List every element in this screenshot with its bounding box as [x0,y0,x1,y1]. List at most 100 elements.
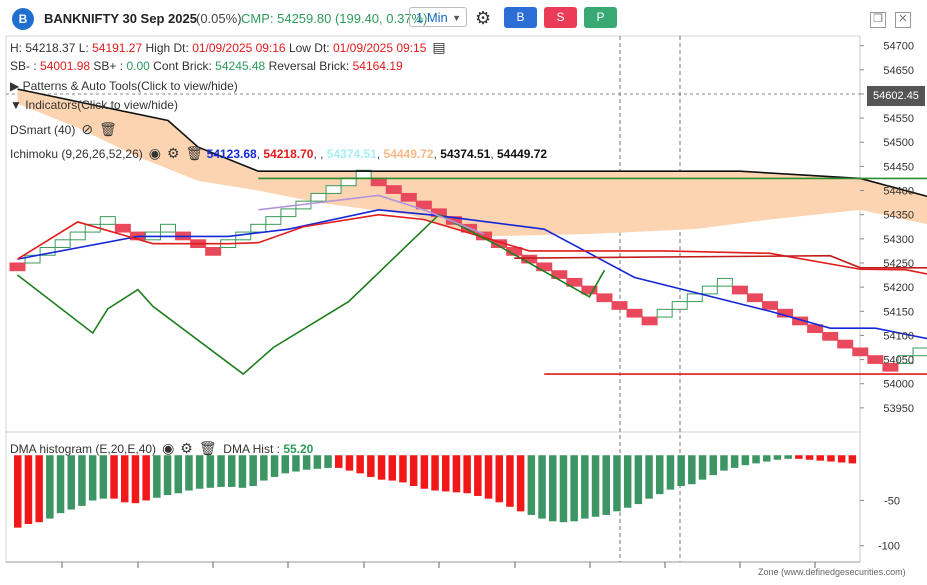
renko-brick-down [385,185,402,194]
dma-hist-bar [538,455,546,519]
renko-brick-down [536,262,553,272]
patterns-toggle[interactable]: ▶ Patterns & Auto Tools(Click to view/hi… [10,79,238,93]
renko-brick-up [686,293,703,303]
cloud-lower-edge-line [514,254,927,269]
dma-hist-bar [110,455,118,499]
renko-brick-up [701,285,718,295]
sb-minus-value: 54001.98 [40,59,91,73]
price-tick-label: 54400 [883,186,914,198]
app-logo: B [12,8,34,30]
dma-hist-bar [720,455,728,471]
renko-brick-down [566,277,583,287]
dma-hist-bar [131,455,140,504]
renko-brick-down [611,301,628,310]
trash-icon[interactable]: 🗑 [185,145,204,161]
renko-brick-up [656,308,673,318]
dma-hist-bar [837,455,846,463]
dma-hist-bar [78,455,86,506]
dma-hist-bar [399,455,407,483]
ichimoku-label: Ichimoku (9,26,26,52,26) [10,147,143,161]
hist-tick-label: -100 [878,541,900,553]
eye-hidden-icon[interactable]: ⊘ [81,121,94,137]
dma-hist-bar [602,455,610,515]
patterns-label: Patterns & Auto Tools(Click to view/hide… [22,79,238,93]
header-bar: B BANKNIFTY 30 Sep 2025 (0.05%) CMP: 542… [0,0,927,36]
dma-hist-bar [335,455,343,468]
eye-icon[interactable]: ◉ [148,145,161,161]
price-tick-label: 53950 [883,403,914,415]
renko-brick-down [867,355,884,364]
renko-brick-up [671,301,688,310]
caret-right-icon: ▶ [10,79,23,93]
price-tick-label: 54150 [883,306,914,318]
dma-hist-bar [228,455,236,487]
renko-brick-up [280,208,297,218]
dma-hist-bar [153,455,161,498]
renko-brick-up [24,254,41,264]
dma-hist-bar [35,455,43,523]
close-window-icon[interactable]: ✕ [895,12,911,28]
renko-brick-down [852,347,869,357]
eye-icon[interactable]: ◉ [162,440,175,456]
renko-brick-up [69,231,86,241]
dma-hist-value: 55.20 [283,442,314,456]
renko-brick-down [807,324,824,334]
dma-hist-bar [709,455,717,476]
gear-icon[interactable]: ⚙ [180,440,193,456]
price-tick-label: 54500 [883,137,914,149]
timeframe-select[interactable]: 1 Min ▼ [409,7,467,27]
price-tick-label: 54650 [883,65,914,77]
sell-button[interactable]: S [544,7,577,28]
dma-hist-bar [67,455,75,510]
renko-brick-down [400,192,417,202]
position-button[interactable]: P [584,7,617,28]
symbol-title: BANKNIFTY 30 Sep 2025 [44,11,197,26]
ichimoku-chikou: , [320,147,327,161]
renko-brick-down [746,293,763,303]
dma-hist-bar [784,455,792,459]
cloud-a-line [17,88,927,198]
dma-hist-bar [99,455,108,499]
trash-icon[interactable]: 🗑 [198,440,217,456]
ichimoku-row: Ichimoku (9,26,26,52,26) ◉ ⚙ 🗑 54123.68, 54… [10,145,548,161]
dma-hist-bar [302,455,311,470]
buy-button[interactable]: B [504,7,537,28]
l-value: 54191.27 [92,41,143,55]
dma-hist-bar [816,455,824,461]
price-tick-label: 54100 [883,330,914,342]
price-tick-label: 54700 [883,41,914,53]
renko-brick-down [882,362,899,372]
price-tick-label: 54250 [883,258,914,270]
dma-hist-bar [773,455,782,460]
gear-icon[interactable]: ⚙ [475,8,492,28]
trash-icon[interactable]: 🗑 [99,121,117,137]
change-percent: (0.05%) [196,11,242,26]
low-dt-value: 01/09/2025 09:15 [332,41,427,55]
renko-brick-up [912,347,927,357]
dma-hist-bar [367,455,375,477]
renko-brick-down [731,285,748,295]
dma-hist-bar [46,455,54,519]
renko-brick-down [581,285,598,295]
ichimoku-cloud-b: 54449.72 [497,147,548,161]
dma-hist-bar [581,455,589,519]
renko-brick-up [99,216,116,225]
gear-icon[interactable]: ⚙ [166,145,180,161]
dma-hist-bar [14,455,22,528]
dma-hist-bar [356,455,364,474]
dma-hist-bar [345,455,354,471]
current-price-tag: 54602.45 [867,86,925,106]
renko-brick-up [54,239,71,249]
ichimoku-tenkan-line [17,209,927,340]
renko-brick-down [822,332,839,341]
cont-brick-value: 54245.48 [215,59,266,73]
message-icon[interactable]: ▤ [432,39,446,55]
indicators-toggle[interactable]: ▼ Indicators(Click to view/hide) [10,98,178,112]
renko-brick-down [837,339,854,349]
price-tick-label: 54200 [883,282,914,294]
restore-window-icon[interactable]: ❐ [870,12,886,28]
dma-hist-bar [613,455,621,512]
dma-hist-bar [591,455,600,517]
renko-brick-down [445,216,462,225]
